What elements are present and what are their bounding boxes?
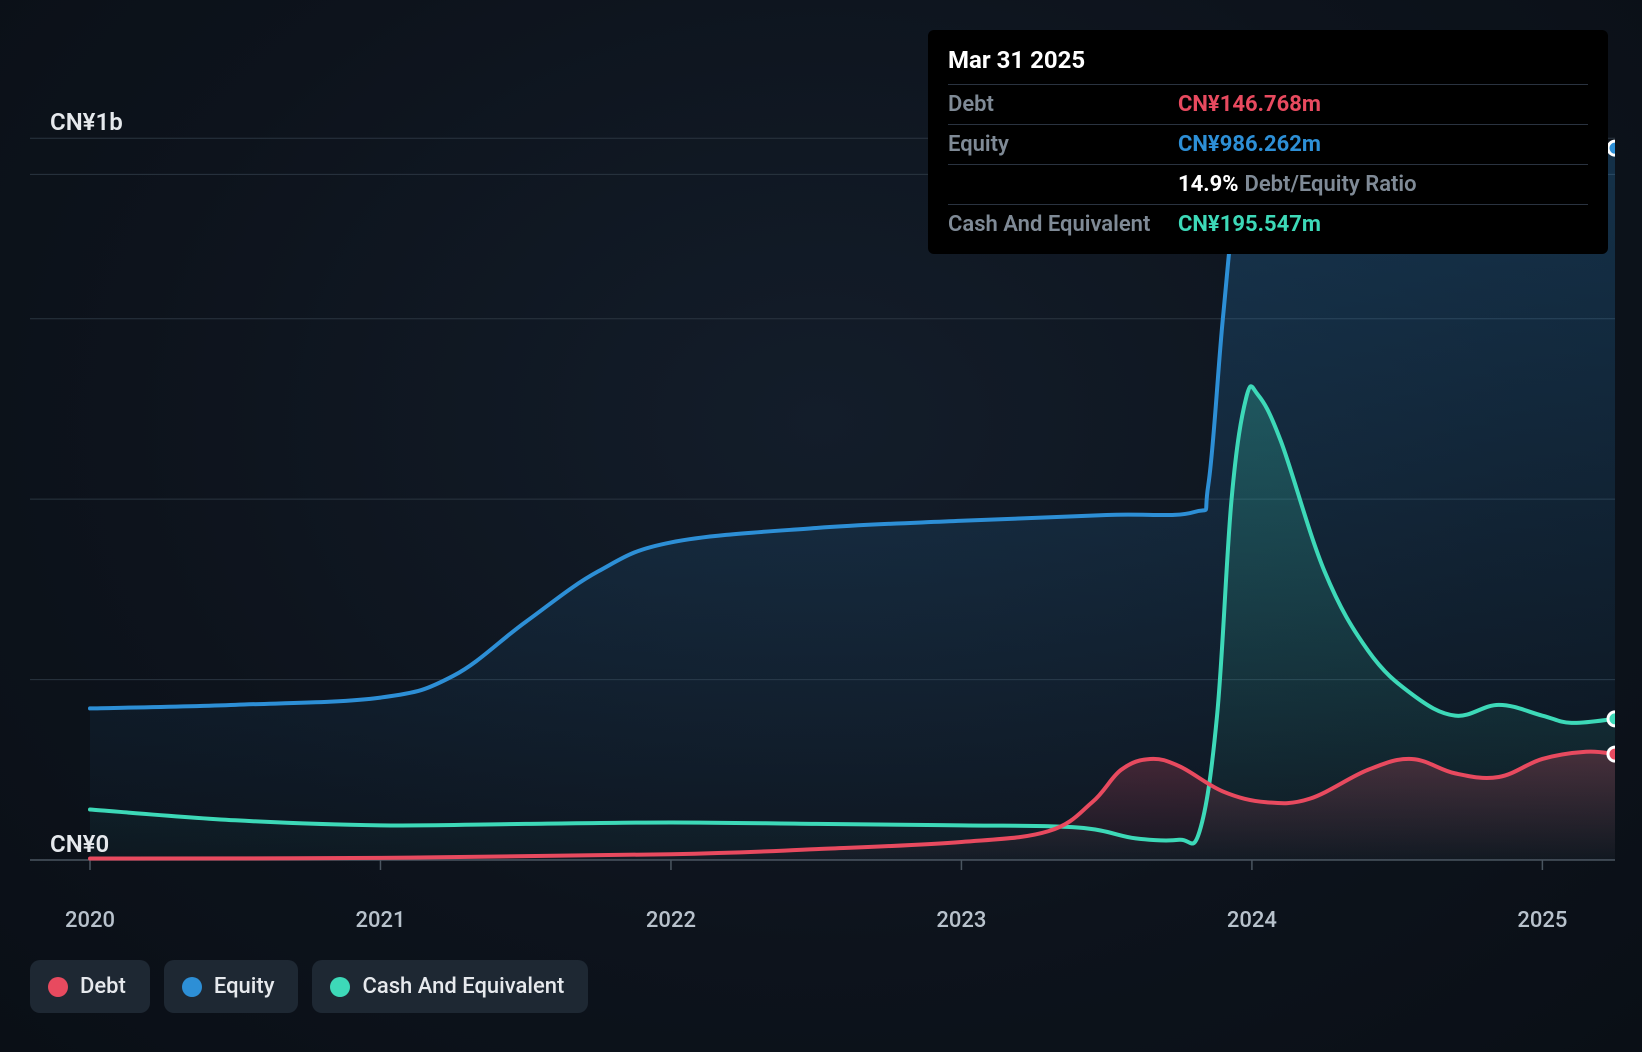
x-axis-label: 2024 bbox=[1227, 908, 1277, 933]
x-axis-label: 2020 bbox=[65, 908, 115, 933]
x-axis-label: 2022 bbox=[646, 908, 696, 933]
tooltip-row-label: Cash And Equivalent bbox=[948, 212, 1178, 237]
legend-label: Debt bbox=[80, 974, 126, 999]
legend: Debt Equity Cash And Equivalent bbox=[30, 960, 588, 1013]
tooltip-row: DebtCN¥146.768m bbox=[948, 84, 1588, 124]
x-axis-label: 2021 bbox=[355, 908, 405, 933]
y-axis-label: CN¥1b bbox=[50, 108, 123, 136]
legend-dot bbox=[182, 977, 202, 997]
tooltip-ratio-label: Debt/Equity Ratio bbox=[1245, 172, 1417, 197]
tooltip-row-value: CN¥986.262m bbox=[1178, 132, 1321, 157]
financial-chart: CN¥0 CN¥1b 2020 2021 2022 2023 2024 2025 Mar 3… bbox=[0, 0, 1642, 1052]
legend-dot bbox=[330, 977, 350, 997]
tooltip-row-value: CN¥195.547m bbox=[1178, 212, 1321, 237]
tooltip-row-label: Debt bbox=[948, 92, 1178, 117]
legend-label: Cash And Equivalent bbox=[362, 974, 564, 999]
legend-item-debt[interactable]: Debt bbox=[30, 960, 150, 1013]
legend-item-equity[interactable]: Equity bbox=[164, 960, 299, 1013]
x-axis-label: 2023 bbox=[936, 908, 986, 933]
legend-label: Equity bbox=[214, 974, 275, 999]
tooltip-row: EquityCN¥986.262m bbox=[948, 124, 1588, 164]
tooltip-row-value: CN¥146.768m bbox=[1178, 92, 1321, 117]
data-tooltip: Mar 31 2025 DebtCN¥146.768mEquityCN¥986.… bbox=[928, 30, 1608, 254]
tooltip-row-label: Equity bbox=[948, 132, 1178, 157]
legend-dot bbox=[48, 977, 68, 997]
legend-item-cash-and-equivalent[interactable]: Cash And Equivalent bbox=[312, 960, 588, 1013]
tooltip-date: Mar 31 2025 bbox=[948, 46, 1588, 74]
tooltip-ratio-value: 14.9% bbox=[1178, 172, 1239, 197]
tooltip-row: 14.9%Debt/Equity Ratio bbox=[948, 164, 1588, 204]
x-axis-label: 2025 bbox=[1517, 908, 1567, 933]
y-axis-label: CN¥0 bbox=[50, 830, 109, 858]
tooltip-ratio: 14.9%Debt/Equity Ratio bbox=[1178, 172, 1417, 197]
tooltip-row: Cash And EquivalentCN¥195.547m bbox=[948, 204, 1588, 244]
